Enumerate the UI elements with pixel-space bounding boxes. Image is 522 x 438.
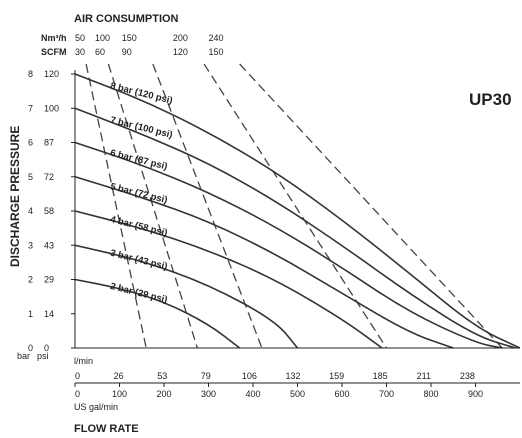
x-unit-usgal: US gal/min <box>74 402 118 412</box>
x-unit-lmin: l/min <box>74 356 93 366</box>
pressure-curves <box>74 73 521 349</box>
x-tick-label-lmin: 211 <box>417 371 431 381</box>
air-consumption-lines <box>85 63 503 349</box>
y-tick-label-psi: 43 <box>44 240 54 250</box>
air-consumption-line <box>203 63 388 349</box>
y-tick-label-bar: 2 <box>28 275 33 285</box>
y-tick-label-bar: 3 <box>28 240 33 250</box>
x-tick-label-usgal: 600 <box>334 389 349 399</box>
x-axis-ticks: 0 100 200 300 400 500 600 700 800 900 0 26 53 79 106 13… <box>74 371 483 399</box>
x-tick-label-usgal: 100 <box>112 389 127 399</box>
y-tick-label-psi: 87 <box>44 138 54 148</box>
x-tick-label-usgal: 200 <box>156 389 171 399</box>
curve-label: 8 bar (120 psi) <box>109 81 174 107</box>
y-tick-label-bar: 1 <box>28 309 33 319</box>
x-tick-label-usgal: 500 <box>290 389 305 399</box>
y-unit-psi: psi <box>37 351 49 361</box>
air-consumption-line <box>152 63 263 349</box>
y-tick-label-bar: 8 <box>28 69 33 79</box>
y-tick-label-psi: 0 <box>44 343 49 353</box>
x-tick-label-lmin: 238 <box>460 371 475 381</box>
scfm-tick-label: 30 <box>75 47 85 57</box>
nm3h-tick-label: 50 <box>75 33 85 43</box>
y-unit-bar: bar <box>17 351 30 361</box>
curve-label: 3 bar (43 psi) <box>109 248 169 273</box>
y-tick-label-psi: 120 <box>44 69 59 79</box>
nm3h-tick-label: 100 <box>95 33 110 43</box>
air-consumption-ticks: 50 100 150 200 240 30 60 90 120 150 <box>75 33 224 57</box>
x-tick-label-usgal: 800 <box>423 389 438 399</box>
y-tick-label-psi: 14 <box>44 309 54 319</box>
y-tick-label-psi: 58 <box>44 206 54 216</box>
scfm-tick-label: 90 <box>122 47 132 57</box>
y-tick-label-bar: 4 <box>28 206 33 216</box>
scfm-tick-label: 120 <box>173 47 188 57</box>
x-tick-label-lmin: 132 <box>285 371 300 381</box>
x-tick-label-usgal: 400 <box>245 389 260 399</box>
y-tick-label-bar: 5 <box>28 172 33 182</box>
y-tick-label-bar: 6 <box>28 138 33 148</box>
air-consumption-line <box>239 63 503 349</box>
y-tick-label-bar: 0 <box>28 343 33 353</box>
pressure-curve <box>74 210 383 349</box>
model-label: UP30 <box>469 90 512 109</box>
nm3h-tick-label: 150 <box>122 33 137 43</box>
y-tick-label-psi: 29 <box>44 275 54 285</box>
x-tick-label-lmin: 159 <box>329 371 344 381</box>
x-tick-label-lmin: 0 <box>75 371 80 381</box>
pressure-curve-labels: 8 bar (120 psi) 7 bar (100 psi) 6 bar (87 … <box>109 81 174 306</box>
nm3h-unit-label: Nm³/h <box>41 33 67 43</box>
curve-label: 6 bar (87 psi) <box>109 148 169 173</box>
air-consumption-line <box>107 63 198 349</box>
curve-label: 4 bar (58 psi) <box>109 214 169 239</box>
pressure-curve <box>74 175 454 349</box>
nm3h-tick-label: 240 <box>209 33 224 43</box>
x-tick-label-usgal: 700 <box>379 389 394 399</box>
x-tick-label-lmin: 79 <box>201 371 211 381</box>
x-tick-label-lmin: 53 <box>157 371 167 381</box>
curve-label: 5 bar (72 psi) <box>109 181 169 206</box>
curve-label: 2 bar (29 psi) <box>109 281 169 306</box>
x-tick-label-lmin: 26 <box>114 371 124 381</box>
scfm-tick-label: 150 <box>209 47 224 57</box>
x-axis-title: FLOW RATE <box>74 423 139 435</box>
x-tick-label-lmin: 185 <box>373 371 388 381</box>
y-tick-label-psi: 72 <box>44 172 54 182</box>
scfm-unit-label: SCFM <box>41 47 67 57</box>
x-tick-label-usgal: 900 <box>468 389 483 399</box>
nm3h-tick-label: 200 <box>173 33 188 43</box>
pressure-curve <box>74 107 516 349</box>
pressure-curve <box>74 278 241 349</box>
pressure-curve <box>74 73 521 349</box>
pressure-curve <box>74 244 299 349</box>
x-tick-label-usgal: 0 <box>75 389 80 399</box>
x-tick-label-lmin: 106 <box>242 371 257 381</box>
y-axis-title: DISCHARGE PRESSURE <box>8 126 22 267</box>
air-consumption-title: AIR CONSUMPTION <box>74 13 179 25</box>
y-axis-ticks: 0 0 1 14 2 29 3 43 4 58 5 72 6 87 7 100 8 120 <box>28 69 75 353</box>
y-tick-label-psi: 100 <box>44 103 59 113</box>
x-tick-label-usgal: 300 <box>201 389 216 399</box>
curve-label: 7 bar (100 psi) <box>109 115 174 141</box>
y-tick-label-bar: 7 <box>28 103 33 113</box>
air-consumption-line <box>85 63 147 349</box>
scfm-tick-label: 60 <box>95 47 105 57</box>
pressure-curve <box>74 141 503 349</box>
